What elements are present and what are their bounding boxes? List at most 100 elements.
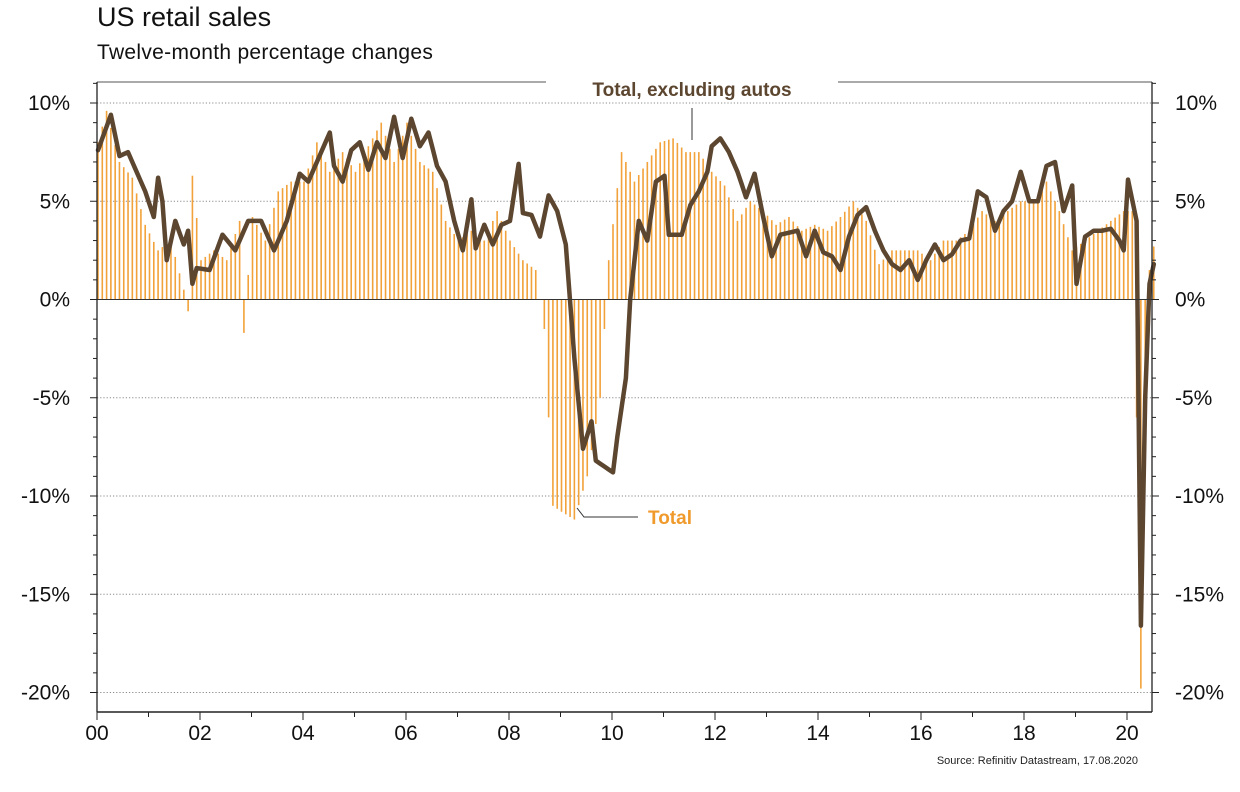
bar-total — [384, 135, 387, 300]
bar-total — [530, 266, 533, 300]
y-tick-label-right: -10% — [1175, 485, 1224, 508]
bar-total — [1105, 224, 1108, 300]
bar-total — [861, 214, 863, 300]
bar-total — [1114, 217, 1116, 300]
y-tick-label-left: -20% — [21, 682, 70, 705]
y-tick-label-left: -15% — [21, 583, 70, 606]
bar-total — [968, 230, 971, 300]
bar-total — [582, 299, 584, 491]
bar-total — [449, 227, 451, 300]
bar-total — [762, 211, 765, 300]
bar-total — [1097, 230, 1099, 300]
bar-total — [183, 289, 185, 300]
bar-total — [165, 243, 168, 300]
bar-total — [479, 237, 481, 300]
bar-total — [251, 216, 254, 300]
bar-total — [187, 299, 189, 312]
bar-total — [122, 167, 125, 300]
bar-total — [213, 250, 215, 300]
bar-total — [745, 207, 747, 300]
bar-total — [1067, 237, 1069, 300]
bar-total — [470, 230, 473, 300]
bar-total — [513, 247, 516, 300]
bar-total — [208, 253, 211, 300]
bar-total — [496, 211, 498, 300]
bar-total — [942, 240, 945, 300]
bar-total — [655, 148, 657, 300]
bar-total — [976, 217, 979, 300]
bar-total — [758, 207, 760, 300]
bar-total — [1084, 240, 1086, 300]
bar-total — [316, 142, 318, 300]
bar-total — [363, 154, 365, 300]
bar-total — [1127, 211, 1129, 300]
bar-total — [234, 234, 237, 300]
bar-total — [590, 299, 593, 451]
bar-total — [625, 161, 627, 300]
bar-total — [191, 175, 194, 300]
bar-total — [869, 235, 872, 300]
bar-total — [831, 226, 833, 300]
x-tick-label: 10 — [600, 722, 623, 745]
bar-total — [779, 222, 782, 300]
y-tick-label-right: 5% — [1175, 190, 1205, 213]
bar-total — [938, 247, 940, 300]
bar-total — [243, 299, 245, 333]
y-tick-label-right: 0% — [1175, 289, 1205, 312]
y-tick-label-left: 10% — [28, 92, 70, 115]
bar-total — [509, 240, 511, 300]
bar-total — [564, 299, 567, 515]
x-tick-label: 12 — [703, 722, 726, 745]
bar-total — [959, 237, 962, 300]
bar-total — [290, 181, 292, 300]
bar-total — [1071, 250, 1074, 300]
bar-total — [848, 206, 850, 300]
bar-total — [616, 188, 619, 300]
bar-total — [526, 263, 528, 300]
bar-total — [985, 214, 988, 300]
bar-total — [1028, 201, 1031, 300]
bar-total — [127, 172, 129, 300]
bar-total — [354, 171, 357, 300]
bar-total — [796, 226, 799, 300]
series-line-excluding-autos — [95, 112, 1157, 628]
bar-total — [324, 161, 327, 300]
bar-total — [1118, 214, 1121, 300]
bar-total — [436, 188, 438, 300]
y-tick-label-left: -10% — [21, 485, 70, 508]
bar-total — [1062, 224, 1065, 300]
bar-total — [607, 260, 610, 300]
bar-total — [487, 230, 490, 300]
bar-total — [1024, 201, 1026, 300]
bar-total — [461, 237, 464, 300]
bar-total — [483, 240, 486, 300]
bar-total — [552, 299, 554, 506]
x-tick-label: 14 — [806, 722, 830, 745]
bar-total — [281, 188, 284, 300]
chart-title: US retail sales — [97, 2, 272, 32]
bar-total — [444, 220, 447, 300]
bar-total — [805, 228, 807, 300]
bar-total — [813, 224, 816, 300]
bar-total — [1058, 211, 1061, 300]
x-tick-label: 04 — [291, 722, 315, 745]
bar-total — [925, 256, 928, 300]
bar-total — [1037, 194, 1039, 300]
bar-total — [110, 127, 112, 300]
bar-total — [839, 216, 842, 300]
bar-total — [517, 253, 520, 300]
total-bars — [97, 110, 1155, 689]
bar-total — [693, 152, 696, 300]
bar-total — [337, 158, 340, 300]
bar-total — [560, 299, 563, 512]
bar-total — [144, 224, 147, 300]
bar-total — [367, 146, 370, 300]
bar-total — [672, 138, 674, 300]
bar-total — [698, 152, 700, 300]
bar-total — [286, 184, 288, 300]
bar-total — [676, 142, 679, 300]
bar-total — [891, 250, 893, 300]
bar-total — [865, 220, 868, 300]
bar-total — [766, 215, 769, 300]
bar-total — [200, 260, 202, 300]
